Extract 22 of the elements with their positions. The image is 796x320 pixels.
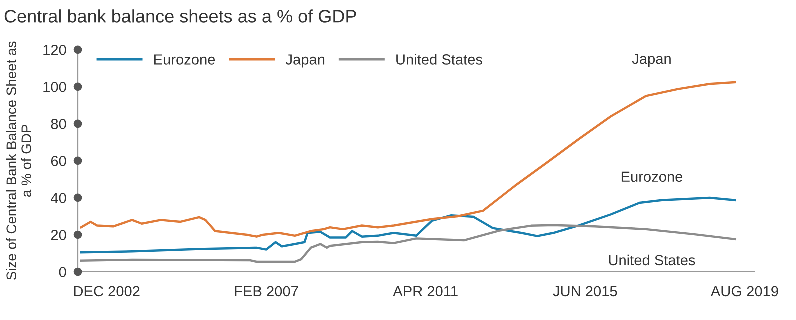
chart-title: Central bank balance sheets as a % of GDP bbox=[4, 10, 356, 23]
y-tick-label: 120 bbox=[44, 45, 66, 56]
y-tick-label: 80 bbox=[51, 119, 66, 130]
x-tick-label: JUN 2015 bbox=[553, 286, 618, 297]
x-tick-label: AUG 2019 bbox=[710, 286, 778, 297]
y-tick-label: 0 bbox=[59, 267, 66, 278]
x-tick-label: FEB 2007 bbox=[235, 286, 298, 297]
y-tick-label: 40 bbox=[51, 193, 66, 204]
text: United States bbox=[609, 254, 696, 266]
y-tick-label: 20 bbox=[51, 230, 66, 240]
x-tick-label: DEC 2002 bbox=[74, 286, 140, 297]
y-axis-title: Size of Central Bank Balance Sheet as a % of GDP bbox=[6, 42, 32, 280]
y-tick-label: 100 bbox=[44, 82, 66, 92]
line-series bbox=[80, 196, 736, 254]
line-series bbox=[80, 81, 736, 238]
x-tick-label: APR 2011 bbox=[393, 286, 458, 297]
text: Japan bbox=[632, 54, 671, 68]
legend-label: Japan bbox=[286, 54, 325, 68]
text: Eurozone bbox=[622, 172, 683, 182]
legend-label: United States bbox=[396, 54, 482, 65]
y-tick-label: 60 bbox=[51, 156, 66, 166]
legend-label: Eurozone bbox=[154, 54, 216, 65]
